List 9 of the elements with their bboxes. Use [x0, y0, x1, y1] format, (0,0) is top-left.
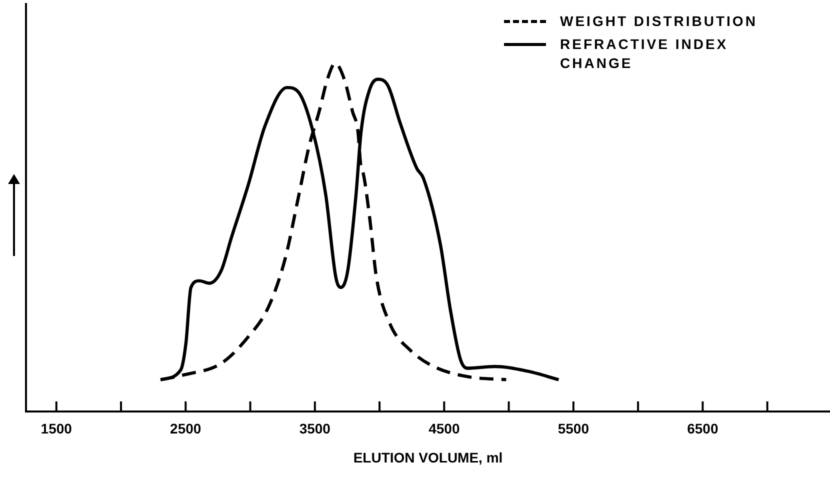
x-tick-label: 5500	[558, 420, 590, 437]
legend-label: WEIGHT DISTRIBUTION	[560, 12, 758, 31]
legend-label: REFRACTIVE INDEX CHANGE	[560, 35, 730, 73]
x-tick-label: 4500	[428, 420, 460, 437]
x-axis-title: ELUTION VOLUME, ml	[353, 449, 503, 466]
x-tick-label: 2500	[170, 420, 202, 437]
x-tick-label: 6500	[687, 420, 718, 437]
x-tick-label: 3500	[299, 420, 331, 437]
x-tick-label: 1500	[40, 420, 72, 437]
